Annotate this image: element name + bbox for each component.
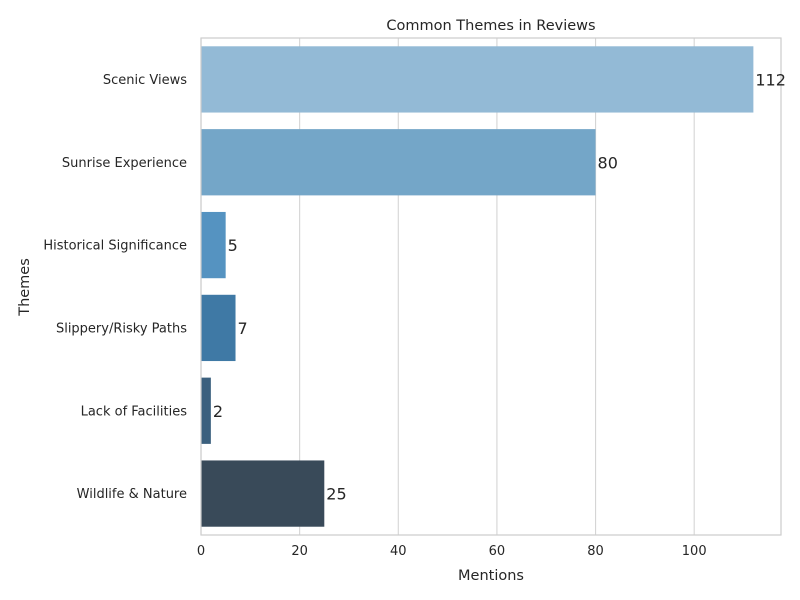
y-tick-label: Historical Significance — [43, 239, 187, 254]
y-tick-labels: Scenic Views Sunrise Experience Historical… — [43, 73, 187, 502]
bar — [201, 460, 325, 527]
data-label: 7 — [238, 319, 248, 338]
bar — [201, 46, 754, 113]
data-label: 25 — [326, 485, 346, 504]
data-label: 2 — [213, 402, 223, 421]
x-tick-label: 100 — [682, 544, 707, 559]
y-tick-label: Lack of Facilities — [81, 404, 188, 419]
bar — [201, 211, 226, 279]
data-label: 112 — [755, 70, 786, 89]
bar — [201, 294, 236, 362]
y-tick-label: Scenic Views — [103, 73, 187, 88]
x-tick-label: 20 — [291, 544, 308, 559]
x-tick-labels: 0 20 40 60 80 100 — [197, 544, 707, 559]
x-tick-label: 40 — [390, 544, 407, 559]
bars — [201, 46, 754, 527]
data-labels: 112 80 5 7 2 25 — [213, 70, 786, 503]
y-tick-label: Slippery/Risky Paths — [56, 321, 187, 336]
bar — [201, 377, 211, 444]
x-axis-label: Mentions — [458, 568, 524, 584]
y-axis-label: Themes — [17, 258, 33, 317]
data-label: 80 — [598, 153, 618, 172]
y-tick-label: Sunrise Experience — [62, 156, 187, 171]
x-tick-label: 0 — [197, 544, 205, 559]
x-tick-label: 80 — [587, 544, 604, 559]
chart-title: Common Themes in Reviews — [386, 18, 595, 34]
x-tick-label: 60 — [489, 544, 506, 559]
plot-frame — [200, 37, 782, 536]
bar — [201, 129, 596, 196]
data-label: 5 — [228, 236, 238, 255]
y-tick-label: Wildlife & Nature — [77, 487, 187, 502]
